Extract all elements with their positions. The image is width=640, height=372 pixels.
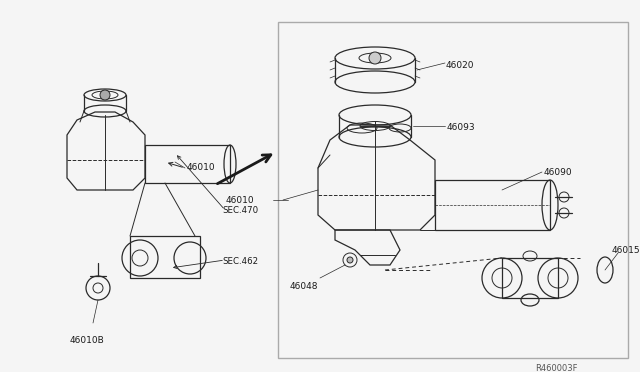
Text: 46010: 46010: [187, 163, 216, 172]
Text: 46010B: 46010B: [70, 336, 105, 345]
Bar: [502, 258, 558, 298]
Circle shape: [369, 52, 381, 64]
Bar: [130, 236, 200, 278]
Text: R460003F: R460003F: [535, 364, 577, 372]
Text: SEC.462: SEC.462: [222, 257, 258, 266]
Bar: [435, 180, 550, 230]
Bar: [145, 145, 230, 183]
Bar: [278, 22, 628, 358]
Text: 46090: 46090: [544, 168, 573, 177]
Text: 46020: 46020: [446, 61, 474, 70]
Text: SEC.470: SEC.470: [222, 206, 258, 215]
Circle shape: [347, 257, 353, 263]
Text: 46010: 46010: [226, 196, 255, 205]
Text: 46015K: 46015K: [612, 246, 640, 255]
Circle shape: [100, 90, 110, 100]
Text: 46048: 46048: [290, 282, 319, 291]
Text: 46093: 46093: [447, 123, 476, 132]
